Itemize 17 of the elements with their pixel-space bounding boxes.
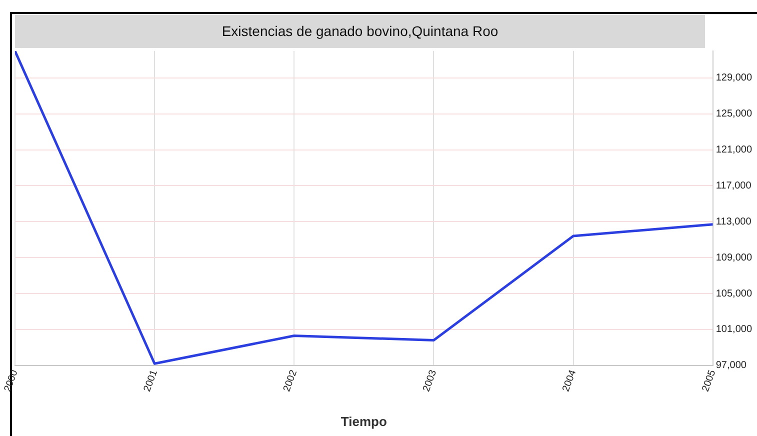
y-tick-label: 97,000: [716, 360, 747, 372]
y-tick-label: 109,000: [716, 252, 752, 264]
y-tick-label: 113,000: [716, 216, 752, 228]
chart-title: Existencias de ganado bovino,Quintana Roo: [15, 15, 705, 48]
x-tick-label: 2001: [142, 368, 160, 394]
y-tick-label: 105,000: [716, 288, 752, 300]
x-tick-label: 2000: [2, 368, 21, 394]
y-tick-label: 129,000: [716, 72, 752, 84]
x-tick-label: 2003: [421, 368, 440, 394]
x-tick-label: 2002: [282, 368, 300, 394]
y-tick-label: 101,000: [716, 324, 752, 336]
y-tick-label: 125,000: [716, 108, 752, 120]
y-tick-label: 117,000: [716, 180, 752, 192]
x-tick-label: 2004: [560, 368, 579, 394]
y-tick-label: 121,000: [716, 144, 752, 156]
x-tick-label: 2005: [700, 368, 718, 394]
x-axis-title: Tiempo: [340, 414, 387, 429]
